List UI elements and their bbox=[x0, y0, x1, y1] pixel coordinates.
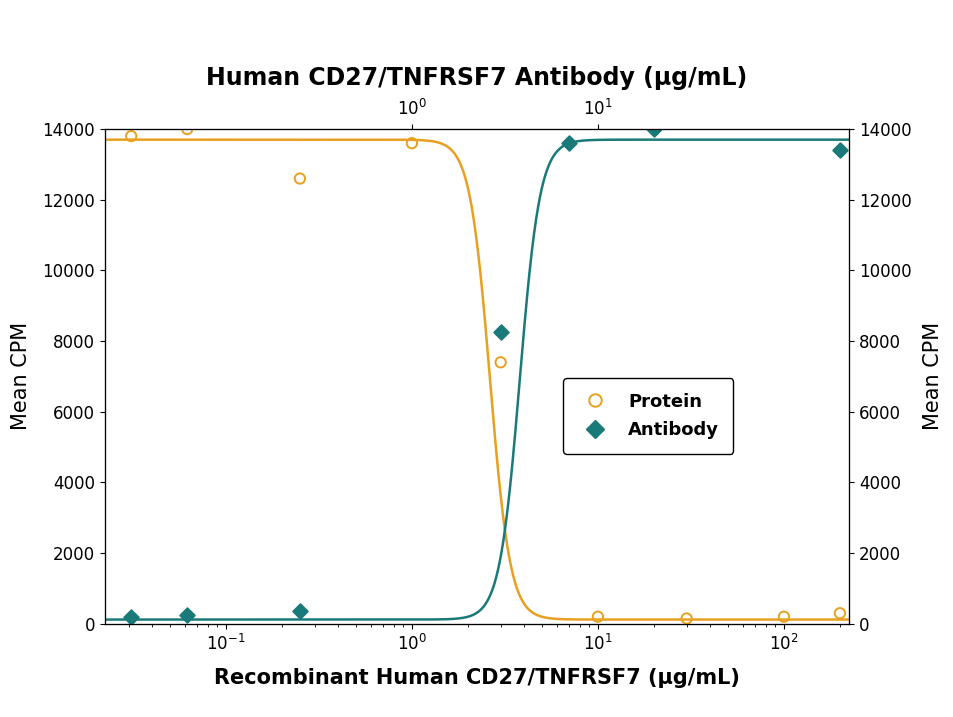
Point bbox=[831, 145, 846, 156]
Legend: Protein, Antibody: Protein, Antibody bbox=[562, 378, 733, 454]
Point bbox=[493, 356, 508, 368]
Point bbox=[679, 613, 694, 625]
X-axis label: Recombinant Human CD27/TNFRSF7 (μg/mL): Recombinant Human CD27/TNFRSF7 (μg/mL) bbox=[213, 668, 740, 688]
Point bbox=[561, 138, 577, 149]
Point bbox=[124, 130, 139, 142]
Y-axis label: Mean CPM: Mean CPM bbox=[922, 323, 942, 430]
Point bbox=[831, 607, 846, 619]
Y-axis label: Mean CPM: Mean CPM bbox=[11, 323, 31, 430]
Point bbox=[404, 138, 419, 149]
Point bbox=[179, 609, 194, 621]
Point bbox=[124, 611, 139, 622]
Point bbox=[776, 611, 791, 622]
Point bbox=[292, 606, 307, 617]
Point bbox=[493, 326, 508, 338]
X-axis label: Human CD27/TNFRSF7 Antibody (μg/mL): Human CD27/TNFRSF7 Antibody (μg/mL) bbox=[206, 67, 747, 90]
Point bbox=[292, 173, 307, 184]
Point bbox=[645, 123, 660, 135]
Point bbox=[179, 123, 194, 135]
Point bbox=[590, 611, 605, 622]
